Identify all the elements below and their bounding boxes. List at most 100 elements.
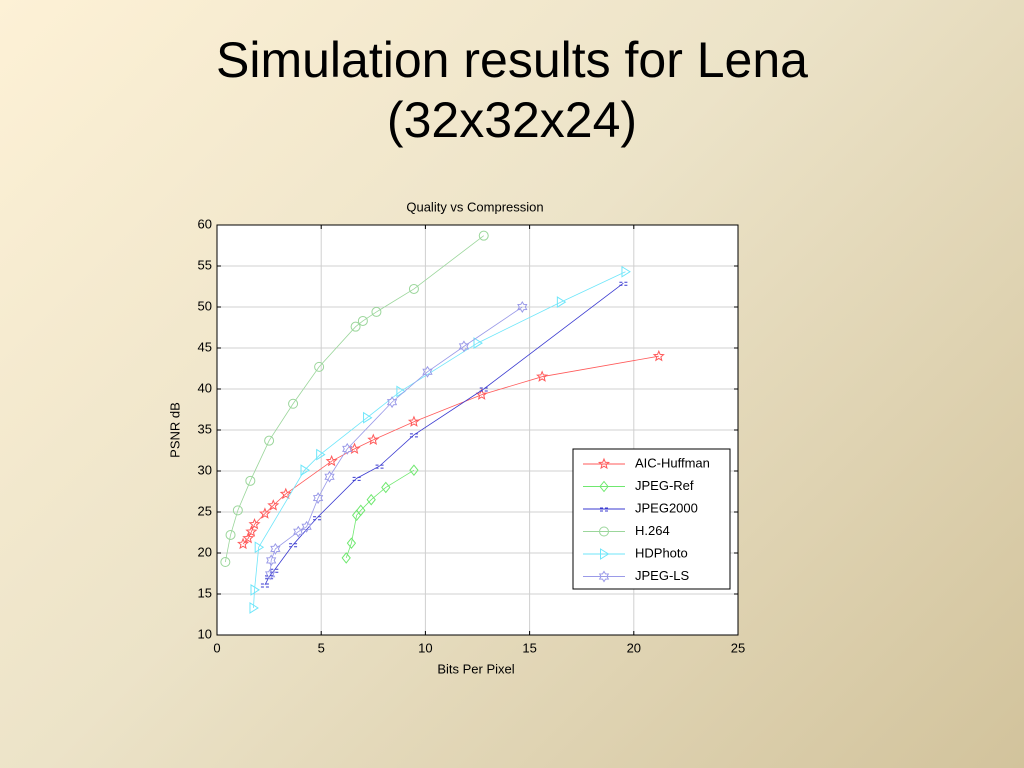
y-tick-label: 35	[198, 421, 212, 436]
y-axis-label: PSNR dB	[167, 402, 182, 458]
marker	[458, 340, 470, 353]
marker	[264, 568, 276, 581]
marker	[356, 504, 366, 517]
marker	[313, 516, 322, 521]
marker	[254, 541, 265, 554]
marker	[249, 602, 259, 614]
marker	[301, 520, 312, 533]
series-line	[264, 282, 624, 586]
marker	[599, 480, 609, 493]
marker	[346, 537, 357, 549]
y-tick-label: 40	[198, 380, 212, 395]
marker	[371, 306, 382, 317]
marker	[597, 457, 611, 470]
marker	[325, 454, 338, 467]
marker	[652, 349, 665, 362]
marker	[245, 525, 258, 537]
marker	[375, 464, 384, 469]
marker	[409, 464, 419, 476]
marker	[422, 365, 433, 378]
marker	[288, 398, 299, 409]
legend-box	[572, 448, 731, 590]
marker	[316, 448, 326, 461]
marker	[270, 542, 281, 555]
marker	[408, 283, 419, 294]
marker	[260, 583, 269, 588]
marker	[225, 529, 236, 540]
marker	[342, 442, 353, 455]
marker	[289, 543, 298, 548]
marker	[396, 385, 406, 398]
series-line	[345, 469, 415, 559]
marker	[367, 433, 380, 445]
x-axis-label: Bits Per Pixel	[437, 661, 514, 676]
marker	[366, 493, 376, 506]
marker	[267, 499, 280, 511]
legend-label: HDPhoto	[635, 545, 688, 560]
legend-label: JPEG-Ref	[635, 478, 694, 493]
y-tick-label: 55	[198, 257, 212, 272]
marker	[245, 475, 256, 486]
marker	[232, 505, 243, 516]
marker	[324, 470, 335, 483]
marker	[341, 552, 351, 564]
x-tick-label: 25	[731, 640, 745, 655]
x-tick-label: 15	[522, 640, 536, 655]
legend-label: JPEG-LS	[635, 568, 690, 583]
marker	[357, 315, 368, 326]
marker	[314, 361, 325, 372]
legend: AIC-Huffman JPEG-Ref JPEG2000 H.264 HDPhoto J…	[572, 448, 731, 590]
series-line	[253, 271, 626, 608]
slide-title: Simulation results for Lena (32x32x24)	[216, 32, 808, 148]
marker	[279, 487, 292, 500]
y-tick-label: 20	[198, 544, 212, 559]
marker	[598, 570, 610, 583]
marker	[242, 531, 255, 544]
marker	[220, 557, 231, 568]
marker	[556, 296, 567, 308]
marker	[300, 464, 310, 477]
y-tick-label: 45	[198, 339, 212, 354]
legend-label: AIC-Huffman	[635, 455, 710, 470]
legend-label: JPEG2000	[635, 500, 698, 515]
y-tick-label: 60	[198, 216, 212, 231]
x-tick-label: 20	[627, 640, 641, 655]
marker	[479, 387, 488, 392]
marker	[478, 230, 489, 241]
marker	[248, 517, 261, 530]
marker	[264, 435, 275, 446]
marker	[363, 411, 373, 424]
marker	[619, 281, 628, 286]
marker	[473, 337, 483, 349]
marker	[237, 537, 250, 550]
x-tick-label: 0	[213, 640, 220, 655]
marker	[352, 476, 361, 481]
marker	[386, 396, 398, 409]
series-line	[269, 306, 523, 575]
marker	[381, 481, 391, 494]
y-tick-label: 50	[198, 298, 212, 313]
marker	[409, 433, 418, 438]
chart-title: Quality vs Compression	[406, 199, 543, 214]
series-line	[242, 355, 659, 545]
marker	[407, 415, 420, 427]
y-tick-label: 30	[198, 462, 212, 477]
marker	[600, 507, 608, 512]
marker	[517, 301, 528, 313]
plot-frame	[216, 224, 739, 636]
marker	[250, 583, 260, 596]
marker	[270, 568, 279, 573]
marker	[258, 507, 271, 519]
marker	[312, 492, 324, 505]
marker	[599, 526, 609, 537]
marker	[536, 370, 549, 382]
marker	[350, 321, 361, 332]
y-tick-label: 10	[198, 626, 212, 641]
y-tick-label: 25	[198, 503, 212, 518]
x-tick-label: 10	[418, 640, 432, 655]
x-tick-label: 5	[318, 640, 325, 655]
marker	[600, 548, 610, 560]
marker	[621, 265, 631, 278]
